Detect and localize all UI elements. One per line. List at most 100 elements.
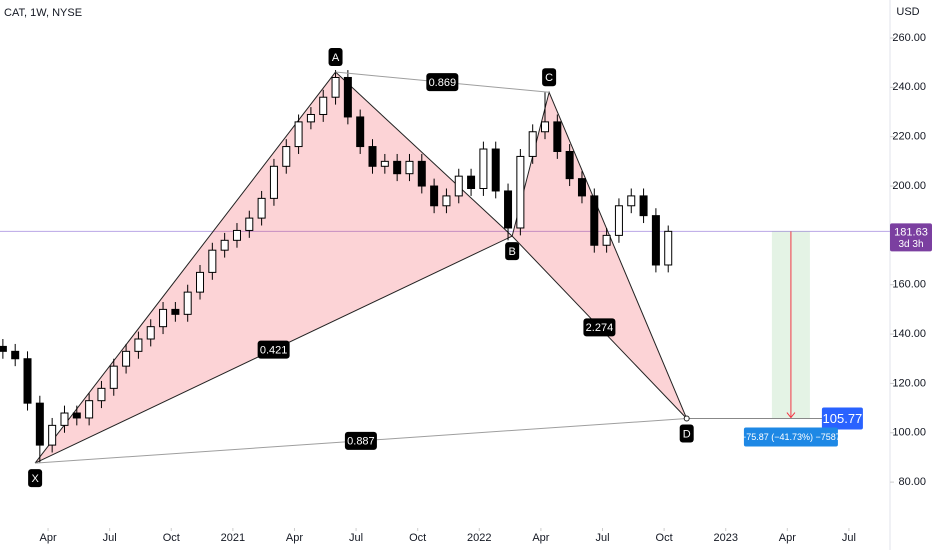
ratio-badge bbox=[583, 318, 616, 337]
point-label: B bbox=[508, 246, 515, 258]
candle-body bbox=[380, 160, 389, 167]
candle-body bbox=[405, 160, 414, 175]
candle-body bbox=[331, 76, 340, 98]
pattern-triangle bbox=[34, 71, 514, 464]
candle-body bbox=[11, 350, 20, 360]
candle-body bbox=[417, 160, 426, 187]
x-tick-label: Oct bbox=[656, 532, 673, 544]
point-badge bbox=[28, 469, 43, 488]
candle-body bbox=[109, 365, 118, 389]
candle-body bbox=[442, 195, 451, 207]
point-badge bbox=[542, 68, 557, 87]
x-tick-label: Oct bbox=[409, 532, 426, 544]
candle-body bbox=[282, 146, 291, 167]
candle-body bbox=[590, 195, 599, 246]
candle-body bbox=[72, 412, 81, 419]
ratio-label: 0.887 bbox=[347, 436, 375, 448]
x-tick-label: 2021 bbox=[221, 532, 245, 544]
candle-body bbox=[232, 229, 241, 241]
ratio-label: 0.869 bbox=[429, 77, 457, 89]
candle-body bbox=[639, 195, 648, 217]
candle-body bbox=[651, 215, 660, 266]
candle-body bbox=[577, 178, 586, 197]
x-tick-label: Apr bbox=[532, 532, 549, 544]
pattern-triangle bbox=[511, 90, 688, 419]
x-tick-label: 2023 bbox=[713, 532, 737, 544]
chart-title: CAT, 1W, NYSE bbox=[4, 7, 82, 19]
currency: USD bbox=[896, 6, 919, 18]
x-tick-label: Apr bbox=[39, 532, 56, 544]
last-price-value: 181.63 bbox=[894, 226, 928, 238]
candle-body bbox=[85, 400, 94, 419]
candle-body bbox=[614, 205, 623, 236]
candle-body bbox=[479, 148, 488, 190]
candle-body bbox=[541, 121, 550, 133]
candle-body bbox=[245, 217, 254, 231]
candle-body bbox=[48, 424, 57, 446]
x-tick-label: Apr bbox=[286, 532, 303, 544]
candle-body bbox=[122, 350, 131, 367]
candle-body bbox=[97, 387, 106, 402]
x-tick-label: Jul bbox=[842, 532, 856, 544]
measure-label: −75.87 (−41.73%) −7587 bbox=[741, 432, 841, 442]
y-tick-label: 260.00 bbox=[892, 32, 926, 44]
point-badge bbox=[679, 424, 694, 443]
candle-body bbox=[602, 234, 611, 246]
y-tick-label: 200.00 bbox=[892, 180, 926, 192]
x-tick-label: Oct bbox=[163, 532, 180, 544]
x-tick-label: Jul bbox=[349, 532, 363, 544]
point-d-dot bbox=[683, 415, 690, 422]
candle-body bbox=[60, 412, 69, 426]
last-price-countdown: 3d 3h bbox=[898, 239, 923, 250]
point-label: D bbox=[683, 428, 691, 440]
point-label: C bbox=[545, 72, 553, 84]
measure-badge bbox=[743, 427, 838, 447]
y-tick-label: 240.00 bbox=[892, 81, 926, 93]
candle-body bbox=[393, 160, 402, 175]
candle-body bbox=[35, 402, 44, 446]
ratio-badge bbox=[344, 431, 377, 450]
candle-body bbox=[0, 345, 7, 352]
x-tick-label: Jul bbox=[595, 532, 609, 544]
point-badge bbox=[328, 48, 343, 67]
ratio-badge bbox=[426, 73, 459, 92]
candle-body bbox=[504, 190, 513, 229]
candle-body bbox=[159, 308, 168, 328]
candle-body bbox=[208, 249, 217, 273]
candle-body bbox=[269, 165, 278, 199]
x-tick-label: 2022 bbox=[467, 532, 491, 544]
candle-body bbox=[183, 291, 192, 315]
candle-body bbox=[134, 338, 143, 352]
candle-body bbox=[196, 271, 205, 293]
candle-body bbox=[627, 195, 636, 207]
point-label: X bbox=[31, 473, 39, 485]
x-tick-label: Jul bbox=[103, 532, 117, 544]
ratio-badge bbox=[257, 340, 290, 359]
y-tick-label: 160.00 bbox=[892, 279, 926, 291]
target-tag bbox=[821, 407, 863, 430]
candle-body bbox=[343, 76, 352, 118]
candle-body bbox=[257, 197, 266, 219]
candle-body bbox=[306, 113, 315, 123]
candle-body bbox=[467, 175, 476, 190]
candle-body bbox=[146, 326, 155, 340]
point-label: A bbox=[332, 52, 340, 64]
candle-body bbox=[23, 358, 32, 404]
candle-body bbox=[454, 175, 463, 197]
candle-body bbox=[553, 121, 562, 152]
candle-body bbox=[294, 121, 303, 148]
y-tick-label: 140.00 bbox=[892, 328, 926, 340]
y-tick-label: 220.00 bbox=[892, 131, 926, 143]
candle-body bbox=[356, 116, 365, 148]
y-tick-label: 100.00 bbox=[892, 427, 926, 439]
y-tick-label: 80.00 bbox=[898, 476, 926, 488]
candle-body bbox=[319, 96, 328, 115]
x-tick-label: Apr bbox=[779, 532, 796, 544]
candle-body bbox=[220, 239, 229, 251]
candle-body bbox=[528, 131, 537, 157]
candle-body bbox=[664, 230, 673, 266]
ratio-label: 2.274 bbox=[586, 322, 614, 334]
candle-body bbox=[430, 185, 439, 207]
last-price-tag bbox=[890, 223, 932, 252]
